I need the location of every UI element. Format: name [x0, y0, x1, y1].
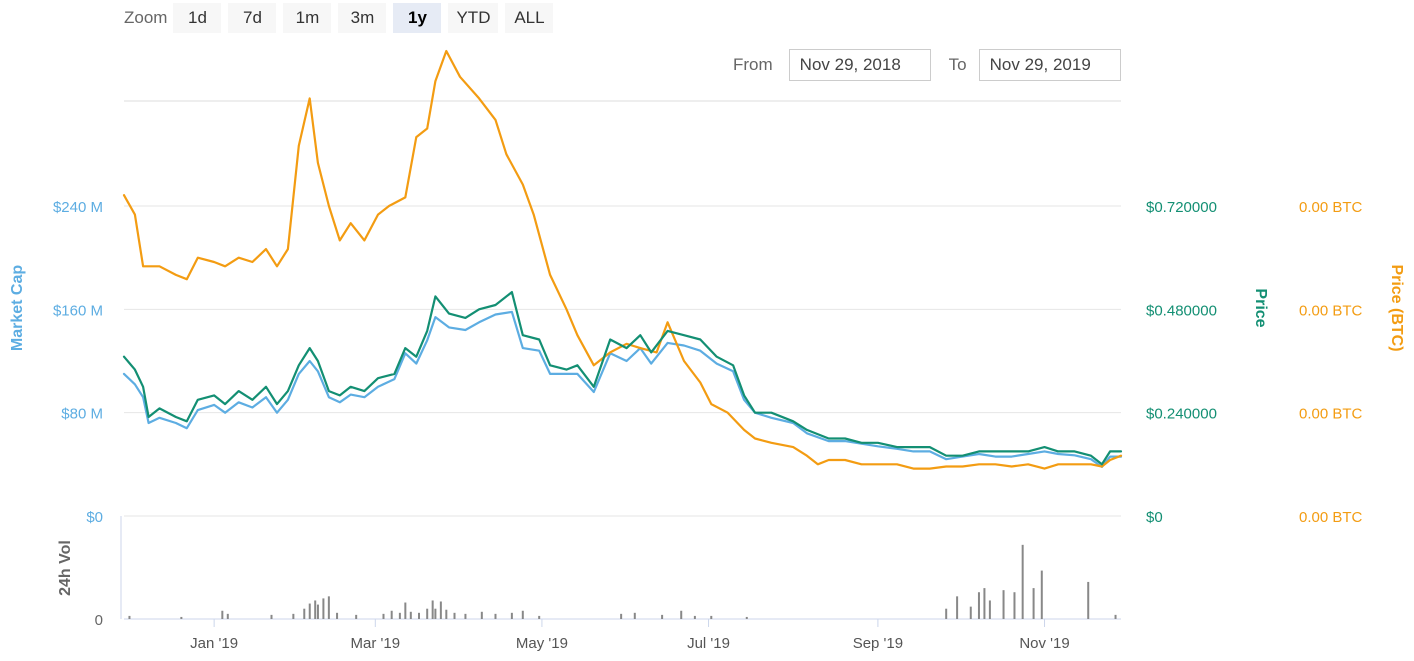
- volume-bar: [180, 616, 183, 619]
- zoom-all-button[interactable]: ALL: [505, 3, 554, 33]
- volume-bar: [521, 610, 524, 619]
- volume-bar: [221, 610, 224, 619]
- volume-bar: [480, 611, 483, 619]
- volume-bar: [661, 614, 664, 619]
- market-cap-axis-title: Market Cap: [9, 265, 26, 351]
- volume-bar: [945, 608, 948, 619]
- volume-bar: [510, 612, 513, 619]
- volume-bar: [327, 596, 330, 619]
- market-cap-tick-label: $160 M: [53, 302, 103, 319]
- price-btc-tick-label: 0.00 BTC: [1299, 509, 1363, 526]
- volume-bar: [1114, 614, 1117, 619]
- zoom-ytd-button[interactable]: YTD: [448, 3, 499, 33]
- market-cap-tick-label: $80 M: [61, 406, 103, 423]
- volume-bar: [390, 610, 393, 619]
- zoom-bar: Zoom 1d 7d 1m 3m 1y YTD ALL: [124, 2, 560, 34]
- volume-bar: [418, 612, 421, 619]
- volume-bar: [464, 613, 467, 619]
- volume-bar: [633, 612, 636, 619]
- zoom-1d-button[interactable]: 1d: [173, 3, 222, 33]
- volume-bar: [988, 600, 991, 619]
- price-tick-label: $0.480000: [1146, 302, 1217, 319]
- volume-bar: [128, 615, 131, 619]
- volume-axis-title: 24h Vol: [57, 540, 74, 596]
- market-cap-tick-label: $240 M: [53, 199, 103, 216]
- volume-bar: [355, 614, 358, 619]
- zoom-7d-button[interactable]: 7d: [228, 3, 277, 33]
- volume-bar: [1087, 581, 1090, 619]
- x-tick-label: Jan '19: [190, 635, 238, 652]
- volume-bar: [745, 616, 748, 619]
- volume-bar: [336, 612, 339, 619]
- volume-bar: [1021, 544, 1024, 619]
- volume-bar: [434, 608, 437, 619]
- market-cap-series-line: [122, 310, 1123, 468]
- volume-bar: [398, 612, 401, 619]
- volume-bar: [226, 613, 229, 619]
- volume-bar: [303, 608, 306, 619]
- volume-bar: [382, 613, 385, 619]
- to-label: To: [948, 55, 967, 74]
- volume-bar: [314, 600, 317, 619]
- volume-bar: [316, 604, 319, 619]
- price-axis-title: Price: [1252, 288, 1269, 327]
- price-tick-label: $0.720000: [1146, 199, 1217, 216]
- volume-bar: [308, 603, 311, 619]
- volume-bar: [1040, 570, 1043, 619]
- volume-bar: [426, 608, 429, 619]
- volume-bar: [453, 612, 456, 619]
- x-tick-label: Jul '19: [687, 635, 730, 652]
- market-cap-tick-label: $0: [86, 509, 103, 526]
- volume-bar: [1002, 590, 1005, 619]
- price-btc-series-line: [122, 49, 1123, 470]
- volume-bar: [431, 600, 434, 619]
- price-tick-label: $0: [1146, 509, 1163, 526]
- volume-bar: [270, 614, 273, 619]
- price-tick-label: $0.240000: [1146, 406, 1217, 423]
- volume-bar: [680, 610, 683, 619]
- volume-bar: [409, 611, 412, 619]
- zoom-1y-button[interactable]: 1y: [393, 3, 442, 33]
- volume-bar: [445, 609, 448, 619]
- price-series-line: [122, 291, 1123, 466]
- to-date-input[interactable]: Nov 29, 2019: [978, 49, 1121, 81]
- volume-bar: [983, 588, 986, 619]
- price-btc-axis-title: Price (BTC): [1388, 264, 1405, 351]
- volume-bar: [710, 615, 713, 619]
- volume-bar: [292, 613, 295, 619]
- volume-bar: [977, 592, 980, 619]
- price-btc-tick-label: 0.00 BTC: [1299, 302, 1363, 319]
- volume-bar: [439, 601, 442, 619]
- x-tick-label: May '19: [516, 635, 568, 652]
- volume-bar: [404, 602, 407, 619]
- from-date-input[interactable]: Nov 29, 2018: [788, 49, 931, 81]
- x-tick-label: Nov '19: [1019, 635, 1069, 652]
- volume-bar: [956, 596, 959, 619]
- x-tick-label: Sep '19: [853, 635, 903, 652]
- volume-bar: [1032, 588, 1035, 619]
- date-range: From Nov 29, 2018 To Nov 29, 2019: [733, 48, 1121, 82]
- x-tick-label: Mar '19: [351, 635, 401, 652]
- volume-bar: [969, 606, 972, 619]
- from-label: From: [733, 55, 773, 74]
- zoom-3m-button[interactable]: 3m: [338, 3, 387, 33]
- volume-bar: [693, 615, 696, 619]
- price-btc-tick-label: 0.00 BTC: [1299, 406, 1363, 423]
- volume-bar: [494, 613, 497, 619]
- zoom-label: Zoom: [124, 8, 168, 27]
- volume-bar: [1013, 592, 1016, 619]
- zoom-1m-button[interactable]: 1m: [283, 3, 332, 33]
- volume-bar: [620, 613, 623, 619]
- volume-bar: [538, 615, 541, 619]
- price-btc-tick-label: 0.00 BTC: [1299, 199, 1363, 216]
- volume-bar: [322, 598, 325, 619]
- volume-tick-label: 0: [95, 612, 103, 629]
